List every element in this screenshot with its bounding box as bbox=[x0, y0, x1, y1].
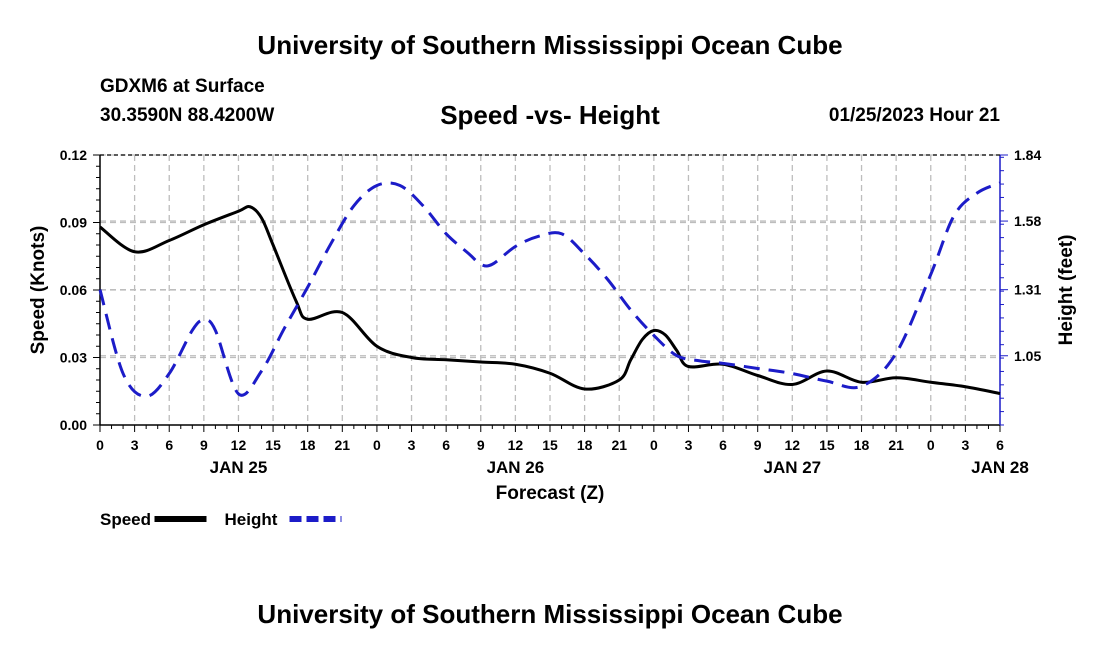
chart-main-title: University of Southern Mississippi Ocean… bbox=[257, 30, 843, 60]
x-date-label: JAN 25 bbox=[210, 458, 268, 477]
y-left-tick-label: 0.00 bbox=[60, 417, 87, 433]
x-tick-label: 18 bbox=[854, 437, 870, 453]
x-tick-label: 3 bbox=[961, 437, 969, 453]
axis-labels: 0 3 6 9 12 15 18 21 0 3 6 9 12 15 18 21 0 3 6 9 12 15 18 21 0 3 6 J… bbox=[28, 147, 1077, 504]
grid bbox=[100, 154, 1000, 425]
x-tick-label: 18 bbox=[577, 437, 593, 453]
x-date-label: JAN 27 bbox=[763, 458, 821, 477]
x-tick-label: 15 bbox=[819, 437, 835, 453]
x-tick-label: 9 bbox=[754, 437, 762, 453]
y-right-tick-label: 1.05 bbox=[1014, 348, 1041, 364]
y-left-axis-title: Speed (Knots) bbox=[28, 226, 49, 355]
x-tick-label: 3 bbox=[131, 437, 139, 453]
legend: Speed Height bbox=[100, 510, 342, 529]
x-tick-label: 9 bbox=[200, 437, 208, 453]
x-tick-label: 0 bbox=[373, 437, 381, 453]
x-tick-label: 6 bbox=[165, 437, 173, 453]
station-label: GDXM6 at Surface bbox=[100, 76, 265, 97]
x-tick-label: 21 bbox=[888, 437, 904, 453]
x-tick-label: 12 bbox=[508, 437, 524, 453]
x-date-label: JAN 26 bbox=[487, 458, 545, 477]
y-left-tick-label: 0.12 bbox=[60, 147, 87, 163]
y-left-tick-label: 0.03 bbox=[60, 350, 87, 366]
x-tick-label: 0 bbox=[927, 437, 935, 453]
chart-subtitle: Speed -vs- Height bbox=[440, 100, 660, 130]
x-axis-title: Forecast (Z) bbox=[496, 483, 605, 504]
forecast-datetime: 01/25/2023 Hour 21 bbox=[828, 105, 1000, 126]
y-right-axis-title: Height (feet) bbox=[1056, 235, 1077, 346]
y-left-tick-label: 0.06 bbox=[60, 282, 87, 298]
x-tick-label: 15 bbox=[265, 437, 281, 453]
x-tick-label: 3 bbox=[408, 437, 416, 453]
series-line-speed bbox=[99, 205, 1001, 395]
x-tick-label: 3 bbox=[685, 437, 693, 453]
station-coordinates: 30.3590N 88.4200W bbox=[100, 105, 275, 126]
legend-label-speed: Speed bbox=[100, 510, 151, 529]
x-tick-label: 6 bbox=[719, 437, 727, 453]
x-tick-label: 6 bbox=[996, 437, 1004, 453]
x-tick-label: 15 bbox=[542, 437, 558, 453]
x-tick-label: 21 bbox=[611, 437, 627, 453]
x-tick-label: 0 bbox=[650, 437, 658, 453]
y-right-tick-label: 1.58 bbox=[1014, 213, 1041, 229]
x-tick-label: 12 bbox=[785, 437, 801, 453]
x-date-label: JAN 28 bbox=[971, 458, 1029, 477]
x-tick-label: 0 bbox=[96, 437, 104, 453]
footer-title: University of Southern Mississippi Ocean… bbox=[257, 599, 843, 629]
x-tick-label: 21 bbox=[335, 437, 351, 453]
axis-ticks bbox=[93, 154, 1008, 432]
x-tick-label: 6 bbox=[442, 437, 450, 453]
legend-label-height: Height bbox=[225, 510, 278, 529]
x-tick-label: 18 bbox=[300, 437, 316, 453]
x-tick-label: 9 bbox=[477, 437, 485, 453]
x-tick-label: 12 bbox=[231, 437, 247, 453]
y-left-tick-label: 0.09 bbox=[60, 215, 87, 231]
series-line-height bbox=[98, 181, 1001, 398]
data-series bbox=[98, 181, 1001, 398]
y-right-tick-label: 1.31 bbox=[1014, 282, 1041, 298]
y-right-tick-label: 1.84 bbox=[1014, 147, 1041, 163]
